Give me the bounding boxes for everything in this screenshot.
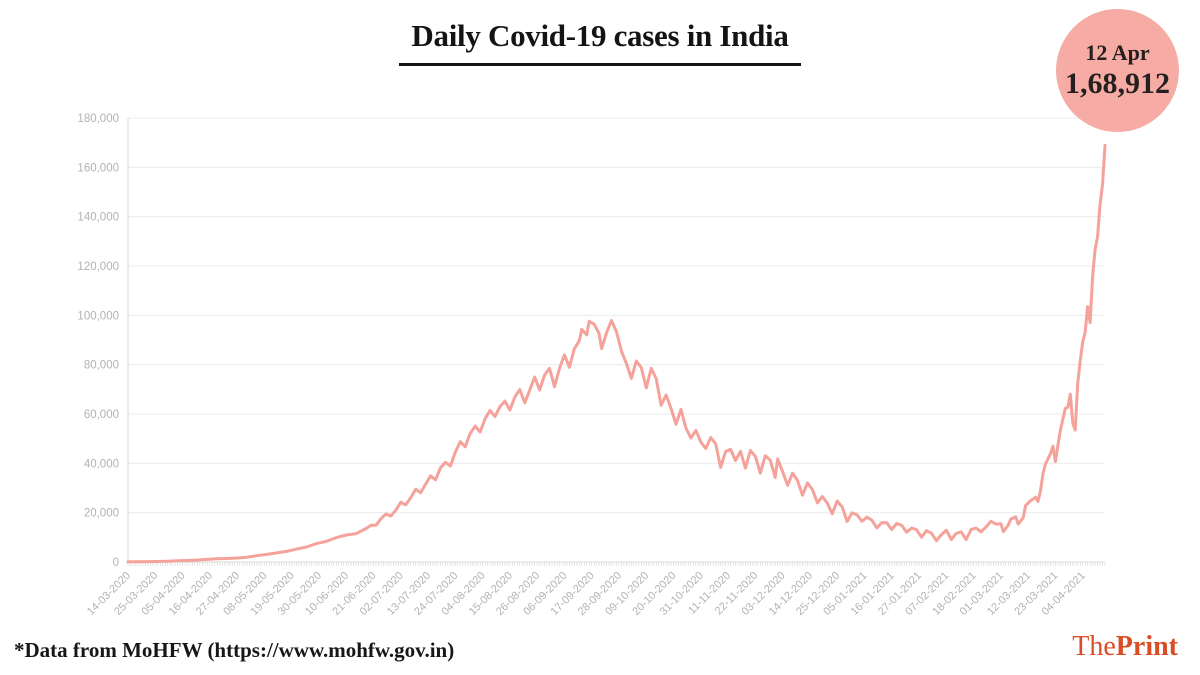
- badge-date-label: 12 Apr: [1085, 39, 1150, 65]
- source-note: *Data from MoHFW (https://www.mohfw.gov.…: [14, 638, 455, 662]
- y-tick-label: 20,000: [84, 508, 119, 520]
- y-tick-label: 120,000: [77, 261, 119, 273]
- latest-value-badge: 12 Apr 1,68,912: [1056, 9, 1179, 132]
- covid-line-chart: 0 20,000 40,000 60,000 80,000 100,000 120,000 1…: [77, 113, 1107, 618]
- y-tick-label: 0: [113, 557, 119, 569]
- y-tick-label: 40,000: [84, 458, 119, 470]
- y-tick-label: 140,000: [77, 212, 119, 224]
- theprint-logo-the: The: [1072, 631, 1116, 662]
- page-title: Daily Covid-19 cases in India: [399, 18, 801, 66]
- theprint-logo: ThePrint: [1072, 631, 1178, 663]
- title-wrap: Daily Covid-19 cases in India: [0, 18, 1200, 66]
- y-tick-label: 160,000: [77, 162, 119, 174]
- daily-cases-line: [126, 143, 1107, 564]
- y-tick-label: 60,000: [84, 409, 119, 421]
- theprint-logo-print: Print: [1115, 631, 1178, 662]
- badge-case-count: 1,68,912: [1065, 67, 1170, 101]
- y-tick-label: 100,000: [77, 310, 119, 322]
- y-tick-label: 180,000: [77, 113, 119, 125]
- y-tick-label: 80,000: [84, 360, 119, 372]
